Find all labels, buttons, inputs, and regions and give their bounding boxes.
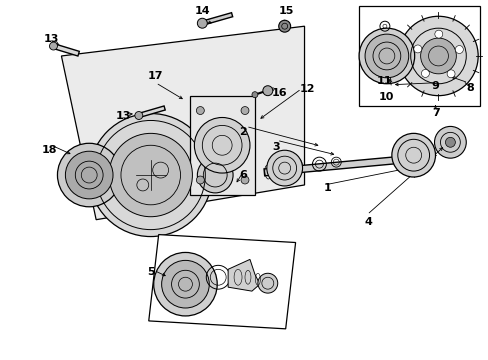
Polygon shape bbox=[228, 260, 259, 291]
Circle shape bbox=[49, 42, 57, 50]
Circle shape bbox=[421, 69, 428, 77]
Circle shape bbox=[391, 133, 435, 177]
Circle shape bbox=[135, 112, 142, 120]
Circle shape bbox=[263, 86, 272, 96]
Text: 18: 18 bbox=[41, 145, 57, 155]
Text: 5: 5 bbox=[146, 267, 154, 277]
Text: 17: 17 bbox=[148, 71, 163, 81]
Text: 11: 11 bbox=[376, 76, 392, 86]
Text: 2: 2 bbox=[239, 127, 246, 138]
Circle shape bbox=[446, 70, 454, 78]
Polygon shape bbox=[148, 235, 295, 329]
Circle shape bbox=[420, 38, 455, 74]
Circle shape bbox=[241, 107, 248, 114]
Circle shape bbox=[65, 151, 113, 199]
Circle shape bbox=[358, 28, 414, 84]
Text: 8: 8 bbox=[466, 83, 473, 93]
Bar bbox=[190, 96, 254, 195]
Text: 13: 13 bbox=[44, 34, 59, 44]
Text: 13: 13 bbox=[115, 112, 130, 121]
Circle shape bbox=[194, 117, 249, 173]
Text: 4: 4 bbox=[364, 217, 371, 227]
Text: 7: 7 bbox=[432, 108, 440, 117]
Circle shape bbox=[278, 20, 290, 32]
Text: 6: 6 bbox=[239, 170, 246, 180]
Circle shape bbox=[398, 16, 477, 96]
Circle shape bbox=[454, 46, 462, 54]
Text: 1: 1 bbox=[323, 183, 330, 193]
Circle shape bbox=[413, 45, 421, 53]
Text: 15: 15 bbox=[279, 6, 294, 16]
Circle shape bbox=[197, 157, 233, 193]
Circle shape bbox=[445, 137, 454, 147]
Circle shape bbox=[241, 176, 248, 184]
Text: 10: 10 bbox=[377, 92, 393, 102]
Circle shape bbox=[266, 150, 302, 186]
Circle shape bbox=[434, 126, 466, 158]
Circle shape bbox=[434, 30, 442, 38]
Circle shape bbox=[257, 273, 277, 293]
Circle shape bbox=[365, 34, 408, 78]
Bar bbox=[358, 6, 479, 105]
Text: 14: 14 bbox=[194, 6, 210, 16]
Circle shape bbox=[153, 252, 217, 316]
Circle shape bbox=[89, 113, 212, 237]
Circle shape bbox=[109, 133, 192, 217]
Circle shape bbox=[251, 92, 257, 98]
Circle shape bbox=[57, 143, 121, 207]
Circle shape bbox=[196, 176, 204, 184]
Text: 9: 9 bbox=[431, 81, 439, 91]
Text: 3: 3 bbox=[271, 142, 279, 152]
Circle shape bbox=[162, 260, 209, 308]
Text: 16: 16 bbox=[271, 88, 287, 98]
Circle shape bbox=[196, 107, 204, 114]
Text: 12: 12 bbox=[299, 84, 315, 94]
Polygon shape bbox=[61, 26, 304, 220]
Circle shape bbox=[197, 18, 207, 28]
